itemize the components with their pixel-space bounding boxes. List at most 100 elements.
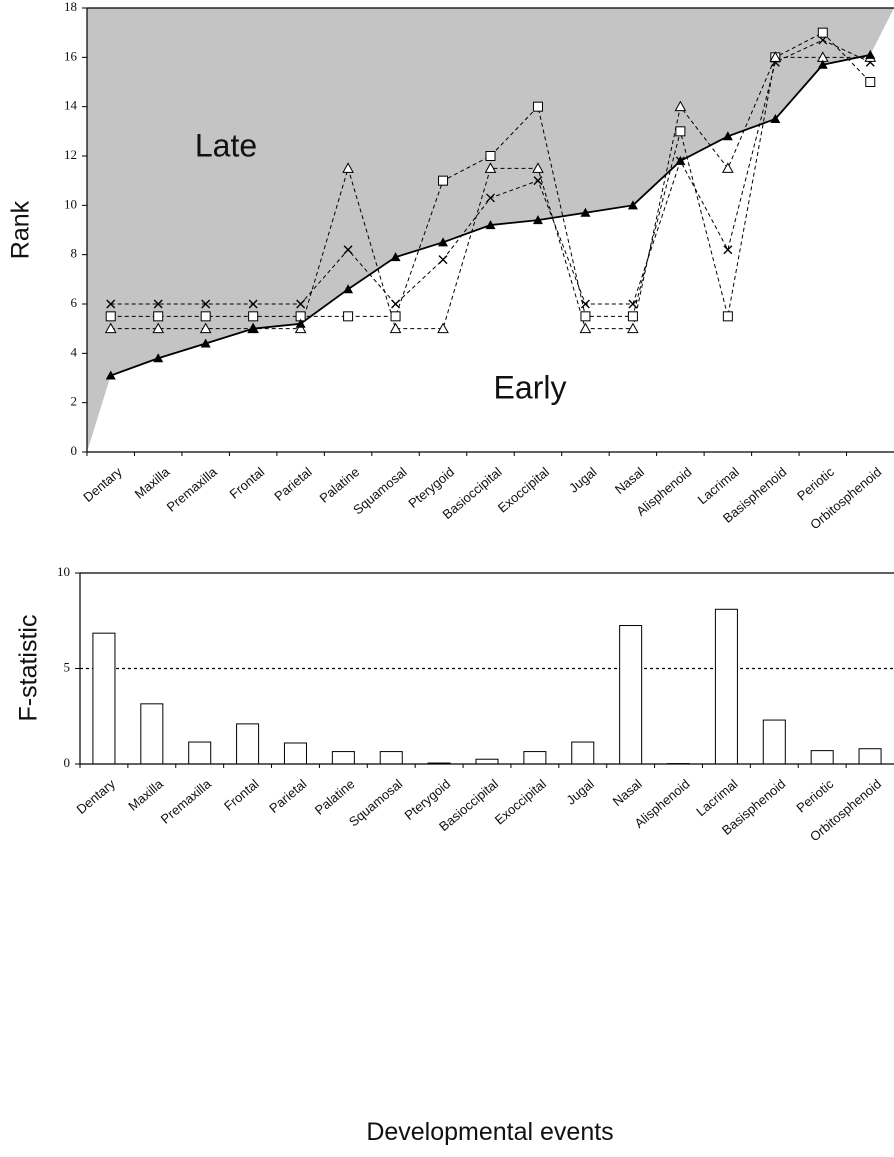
x-tick-label: Nasal <box>612 464 647 497</box>
x-tick-label: Parietal <box>266 776 309 816</box>
marker <box>106 299 116 309</box>
marker <box>153 299 163 309</box>
marker <box>153 353 164 363</box>
y-tick-label: 10 <box>64 196 77 211</box>
y-tick-label: 2 <box>71 394 78 409</box>
x-tick-label: Exoccipital <box>495 464 552 516</box>
y-tick-label: 0 <box>71 443 78 458</box>
marker <box>389 322 402 334</box>
marker <box>627 311 638 322</box>
marker <box>152 322 165 334</box>
marker <box>770 114 781 123</box>
marker <box>105 311 116 322</box>
marker <box>865 49 876 59</box>
bar <box>523 751 547 765</box>
marker <box>533 176 543 186</box>
x-axis-title: Developmental events <box>366 1118 613 1146</box>
marker <box>580 311 591 322</box>
marker <box>532 162 544 173</box>
marker <box>248 311 259 322</box>
y-tick-label: 16 <box>64 48 78 63</box>
marker <box>580 299 590 309</box>
bar <box>858 748 882 765</box>
marker <box>201 299 211 309</box>
marker <box>438 237 449 247</box>
marker <box>675 155 686 165</box>
bar <box>140 703 164 765</box>
bar <box>236 723 260 765</box>
marker <box>343 284 354 294</box>
marker <box>722 311 733 322</box>
marker <box>296 299 306 309</box>
annotation: Late <box>195 127 257 163</box>
y-tick-label: 6 <box>71 295 78 310</box>
y-tick-label: 0 <box>64 755 71 770</box>
y-tick-label: 12 <box>64 147 77 162</box>
marker <box>438 255 448 265</box>
bar <box>188 741 212 765</box>
x-tick-label: Periotic <box>794 464 837 504</box>
marker <box>437 322 449 334</box>
x-tick-label: Periotic <box>793 776 836 816</box>
marker <box>865 77 876 87</box>
x-tick-label: Lacrimal <box>693 776 740 819</box>
marker <box>438 175 449 186</box>
marker <box>200 311 211 322</box>
marker <box>390 311 401 322</box>
x-tick-label: Squamosal <box>346 776 406 829</box>
marker <box>580 207 591 217</box>
marker <box>391 299 401 309</box>
series-line <box>110 32 871 317</box>
x-tick-label: Frontal <box>227 464 268 502</box>
marker <box>153 311 164 322</box>
x-tick-label: Palatine <box>312 776 358 818</box>
bar <box>283 742 307 765</box>
y-tick-label: 4 <box>71 344 78 359</box>
marker <box>817 59 828 69</box>
x-tick-label: Premaxilla <box>164 464 221 515</box>
y-tick-label: 14 <box>64 98 78 113</box>
y-tick-label: 18 <box>64 0 77 14</box>
marker <box>485 220 496 230</box>
y-tick-label: 8 <box>71 246 78 261</box>
x-tick-label: Dentary <box>74 776 119 817</box>
marker <box>675 126 686 137</box>
marker <box>484 162 497 173</box>
marker <box>674 100 687 112</box>
annotation: Early <box>494 369 567 405</box>
x-tick-label: Nasal <box>610 776 645 809</box>
bar <box>571 741 595 765</box>
x-tick-label: Maxilla <box>132 464 173 502</box>
marker <box>532 101 543 112</box>
bar <box>810 750 834 765</box>
marker <box>722 162 734 173</box>
y-axis-title: F-statistic <box>15 615 43 722</box>
marker <box>294 322 307 334</box>
shaded-area <box>87 8 894 452</box>
bar <box>475 758 499 765</box>
marker <box>627 322 639 334</box>
x-tick-label: Maxilla <box>125 776 166 814</box>
x-tick-label: Exoccipital <box>492 776 549 828</box>
bar <box>619 625 643 765</box>
marker <box>817 27 828 38</box>
marker <box>723 245 733 255</box>
marker <box>390 252 401 262</box>
marker <box>295 318 306 328</box>
x-tick-label: Dentary <box>80 464 125 505</box>
bar <box>762 719 786 765</box>
bar <box>331 751 355 765</box>
marker <box>343 311 354 322</box>
marker <box>342 162 354 173</box>
marker <box>722 131 733 141</box>
marker <box>343 245 353 255</box>
marker <box>769 51 782 62</box>
y-tick-label: 5 <box>64 659 71 674</box>
x-tick-label: Jugal <box>563 776 597 808</box>
bar <box>92 632 116 765</box>
x-tick-label: Premaxilla <box>158 776 215 827</box>
marker <box>486 193 495 203</box>
marker <box>248 323 259 333</box>
marker <box>104 322 117 334</box>
